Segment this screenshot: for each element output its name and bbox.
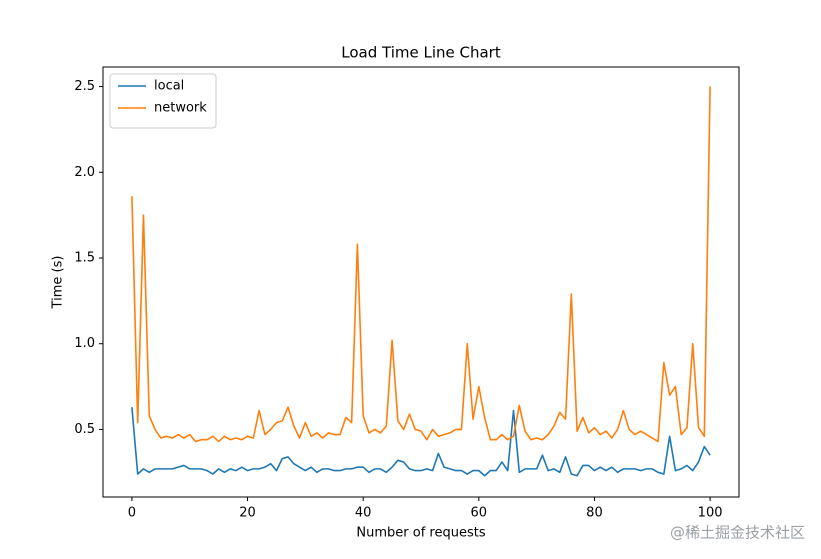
line-series [131, 86, 711, 443]
chart-title: Load Time Line Chart [341, 44, 501, 62]
x-tick-label: 100 [698, 506, 723, 521]
x-tick-label: 0 [128, 506, 136, 521]
y-tick-label: 1.0 [74, 336, 95, 351]
watermark: @稀土掘金技术社区 [670, 524, 805, 542]
x-tick-label: 80 [586, 506, 603, 521]
y-tick-label: 0.5 [74, 422, 95, 437]
line-series [131, 407, 711, 477]
legend-label: network [154, 101, 207, 116]
x-tick-label: 40 [355, 506, 372, 521]
plot-frame [102, 66, 740, 498]
y-tick-label: 1.5 [74, 250, 95, 265]
legend-box [109, 73, 217, 129]
x-tick-label: 60 [471, 506, 488, 521]
x-tick-label: 20 [239, 506, 256, 521]
legend-label: local [154, 79, 184, 94]
y-tick-label: 2.5 [74, 79, 95, 94]
y-tick-label: 2.0 [74, 165, 95, 180]
y-axis-label: Time (s) [51, 256, 66, 310]
x-axis-label: Number of requests [356, 526, 485, 541]
